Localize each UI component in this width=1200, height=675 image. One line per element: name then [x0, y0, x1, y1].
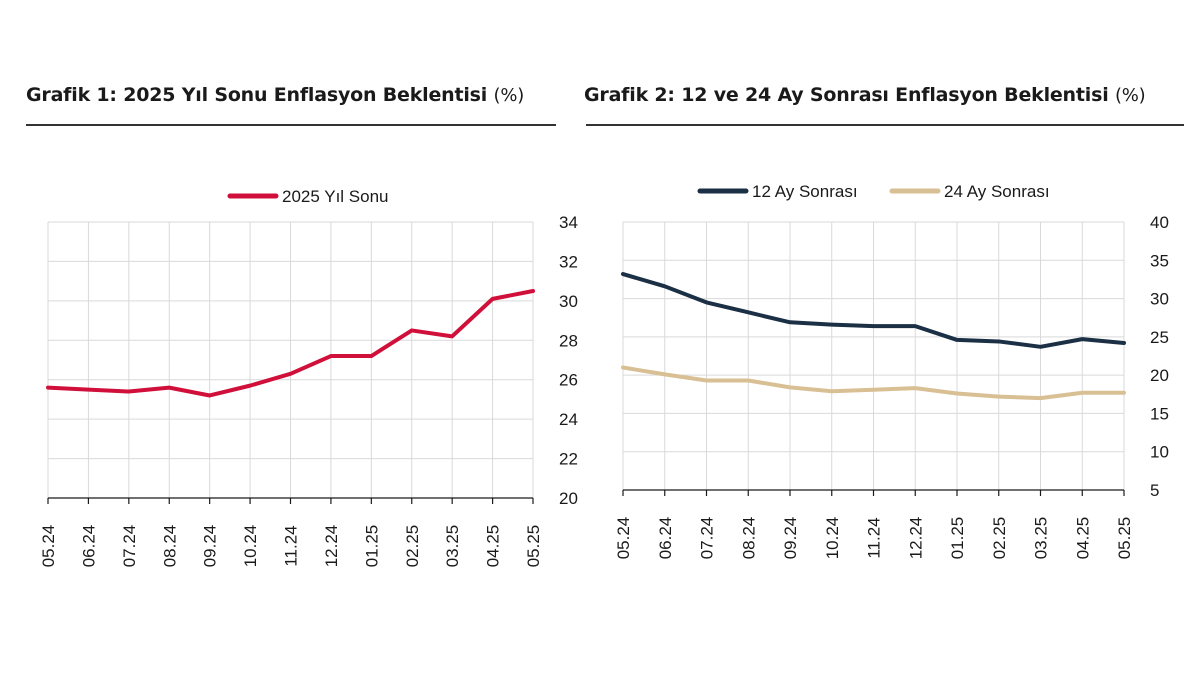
chart-1-y-tick-label: 32	[559, 252, 578, 271]
chart-1-x-tick-label: 05.25	[524, 525, 543, 568]
chart-1-svg: 20 22 24 26 28 30 32 34 05.24 06.24 07.24 08.24 09.2…	[39, 187, 578, 568]
chart-1-x-tick-label: 12.24	[322, 525, 341, 568]
chart-1-title-text: Grafik 1: 2025 Yıl Sonu Enflasyon Beklen…	[26, 84, 488, 106]
chart-1-y-tick-label: 28	[559, 331, 578, 350]
chart-2-x-tick-label: 03.25	[1032, 517, 1051, 560]
chart-2-y-tick-label: 30	[1150, 290, 1169, 309]
chart-2-x-tick-label: 12.24	[906, 517, 925, 560]
chart-1-x-tick-label: 02.25	[403, 525, 422, 568]
chart-1-y-tick-label: 34	[559, 213, 578, 232]
chart-2-series-2-line	[621, 365, 1126, 401]
chart-2-x-tick-label: 05.24	[614, 517, 633, 560]
chart-2-x-tick-label: 05.25	[1115, 517, 1134, 560]
chart-2-y-tick-label: 20	[1150, 366, 1169, 385]
chart-1-y-tick-label: 22	[559, 450, 578, 469]
chart-1-x-tick-label: 08.24	[160, 525, 179, 568]
chart-2-x-tick-label: 08.24	[739, 517, 758, 560]
chart-1-x-tick-label: 06.24	[79, 525, 98, 568]
chart-2-y-tick-label: 5	[1150, 481, 1159, 500]
chart-2-x-tick-label: 01.25	[948, 517, 967, 560]
chart-1-unit: (%)	[493, 85, 525, 106]
chart-2-title: Grafik 2: 12 ve 24 Ay Sonrası Enflasyon …	[584, 84, 1146, 106]
chart-2-x-tick-label: 11.24	[865, 517, 884, 558]
chart-2-y-tick-label: 10	[1150, 443, 1169, 462]
chart-1-x-tick-label: 03.25	[443, 525, 462, 568]
chart-2-x-tick-label: 02.25	[990, 517, 1009, 560]
chart-2-legend-label-1: 12 Ay Sonrası	[752, 182, 858, 201]
chart-2-y-tick-label: 15	[1150, 404, 1169, 423]
chart-2-title-text: Grafik 2: 12 ve 24 Ay Sonrası Enflasyon …	[584, 84, 1109, 106]
chart-2-x-tick-label: 07.24	[698, 517, 717, 560]
chart-1-y-tick-label: 24	[559, 410, 578, 429]
chart-2-series-1-line	[621, 272, 1126, 349]
chart-1-y-tick-label: 20	[559, 489, 578, 508]
chart-2-x-tick-label: 04.25	[1073, 517, 1092, 560]
chart-1-x-tick-label: 11.24	[282, 525, 301, 566]
chart-2-legend-label-2: 24 Ay Sonrası	[944, 182, 1050, 201]
chart-1-y-tick-label: 26	[559, 371, 578, 390]
chart-1-x-tick-label: 04.25	[484, 525, 503, 568]
chart-2-y-tick-label: 35	[1150, 251, 1169, 270]
chart-1-title-rule	[26, 124, 556, 126]
chart-1-x-tick-label: 07.24	[120, 525, 139, 568]
chart-1-x-tick-label: 05.24	[39, 525, 58, 568]
chart-2-x-tick-label: 09.24	[781, 517, 800, 560]
chart-1-series-1-line	[46, 289, 535, 398]
chart-2-y-tick-label: 40	[1150, 213, 1169, 232]
chart-2-unit: (%)	[1114, 85, 1146, 106]
chart-1-title: Grafik 1: 2025 Yıl Sonu Enflasyon Beklen…	[26, 84, 524, 106]
chart-2-x-tick-label: 10.24	[823, 517, 842, 560]
chart-2-svg: 5 10 15 20 25 30 35 40 05.24 06.24 07.24 08.24 09.24…	[614, 182, 1169, 560]
chart-1-x-tick-label: 01.25	[362, 525, 381, 568]
chart-1-x-tick-label: 09.24	[201, 525, 220, 568]
chart-2-x-tick-label: 06.24	[656, 517, 675, 560]
chart-2-title-rule	[586, 124, 1184, 126]
chart-1-legend-label-1: 2025 Yıl Sonu	[282, 187, 389, 206]
chart-1-y-tick-label: 30	[559, 292, 578, 311]
chart-1-x-tick-label: 10.24	[241, 525, 260, 568]
chart-2-y-tick-label: 25	[1150, 328, 1169, 347]
